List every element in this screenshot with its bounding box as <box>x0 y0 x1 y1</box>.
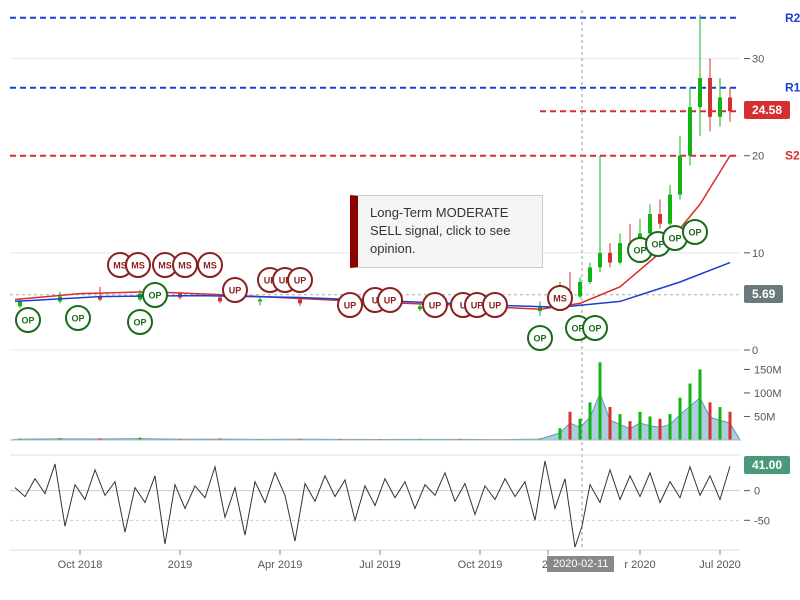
svg-text:MS: MS <box>178 260 192 270</box>
svg-text:OP: OP <box>133 317 146 327</box>
current-price-badge: 24.58 <box>744 101 790 119</box>
svg-text:100M: 100M <box>754 388 782 400</box>
svg-text:OP: OP <box>21 315 34 325</box>
crosshair-date-badge: 2020-02-11 <box>547 556 614 572</box>
svg-text:OP: OP <box>688 227 701 237</box>
svg-text:MS: MS <box>203 260 217 270</box>
ma-value-badge: 5.69 <box>744 285 783 303</box>
svg-text:Oct 2018: Oct 2018 <box>58 559 103 571</box>
svg-text:UP: UP <box>229 285 242 295</box>
svg-text:OP: OP <box>533 333 546 343</box>
svg-text:OP: OP <box>668 233 681 243</box>
svg-text:MS: MS <box>158 260 172 270</box>
svg-text:30: 30 <box>752 54 764 66</box>
svg-text:MS: MS <box>553 293 567 303</box>
svg-text:20: 20 <box>752 151 764 163</box>
svg-text:OP: OP <box>148 290 161 300</box>
svg-text:2019: 2019 <box>168 559 192 571</box>
svg-text:R2: R2 <box>785 11 800 25</box>
svg-text:r 2020: r 2020 <box>624 559 655 571</box>
svg-text:Apr 2019: Apr 2019 <box>258 559 303 571</box>
svg-text:UP: UP <box>294 275 307 285</box>
svg-text:0: 0 <box>752 345 758 357</box>
tooltip-text: Long-Term MODERATE SELL signal, click to… <box>370 205 510 256</box>
svg-text:0: 0 <box>754 486 760 498</box>
svg-text:Jul 2019: Jul 2019 <box>359 559 401 571</box>
svg-text:OP: OP <box>71 313 84 323</box>
svg-text:OP: OP <box>588 323 601 333</box>
svg-text:UP: UP <box>471 300 484 310</box>
svg-text:50M: 50M <box>754 411 775 423</box>
oscillator-value-badge: 41.00 <box>744 456 790 474</box>
signal-tooltip[interactable]: Long-Term MODERATE SELL signal, click to… <box>350 195 543 268</box>
svg-text:UP: UP <box>429 300 442 310</box>
svg-text:UP: UP <box>489 300 502 310</box>
svg-text:MS: MS <box>113 260 127 270</box>
svg-text:R1: R1 <box>785 81 800 95</box>
svg-text:Oct 2019: Oct 2019 <box>458 559 503 571</box>
stock-chart[interactable]: 0 10 20 30 R2 R1 S2 OP OP MS MS OP OP MS MS MS UP UP UP UP U… <box>0 0 800 600</box>
svg-text:OP: OP <box>633 245 646 255</box>
svg-text:Jul 2020: Jul 2020 <box>699 559 741 571</box>
svg-text:MS: MS <box>131 260 145 270</box>
svg-text:UP: UP <box>344 300 357 310</box>
svg-text:S2: S2 <box>785 149 800 163</box>
svg-text:10: 10 <box>752 248 764 260</box>
svg-text:-50: -50 <box>754 515 770 527</box>
svg-text:UP: UP <box>384 295 397 305</box>
svg-text:150M: 150M <box>754 364 782 376</box>
